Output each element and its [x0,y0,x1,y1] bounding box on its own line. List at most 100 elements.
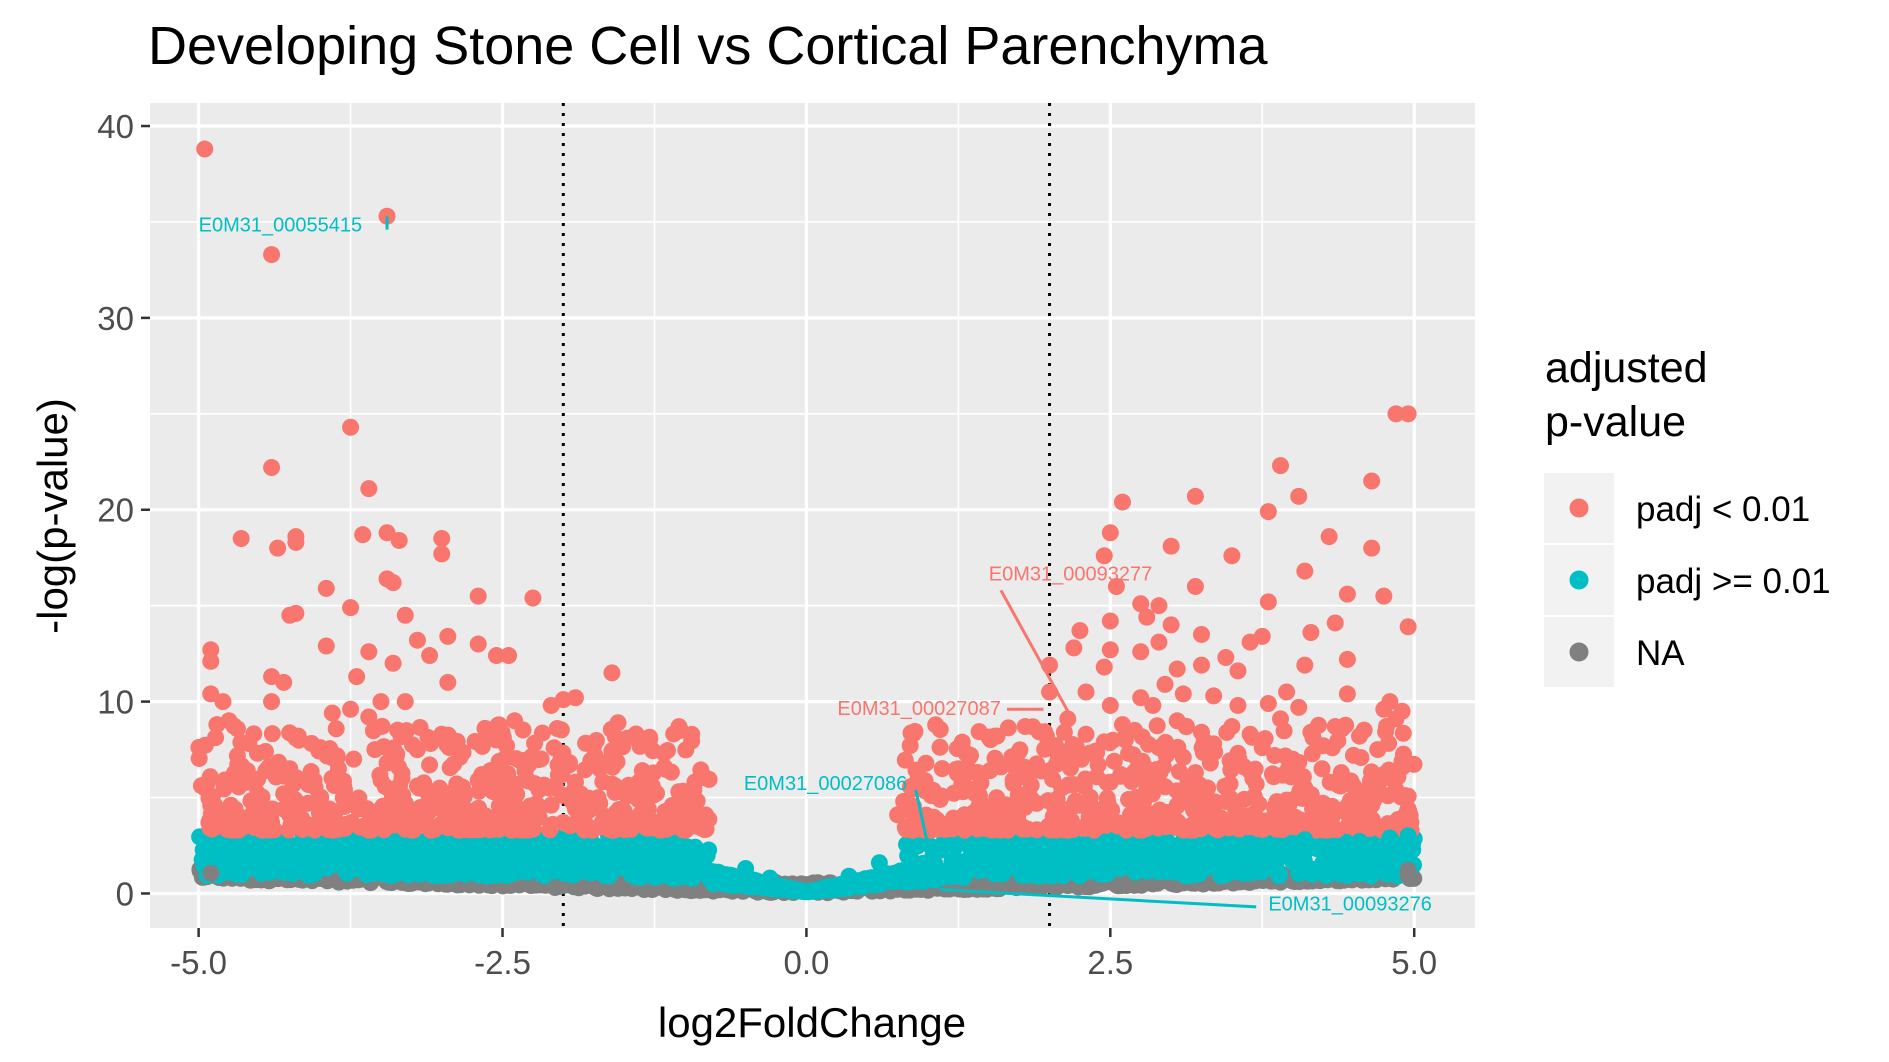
data-point [1150,739,1168,757]
data-point [451,748,469,766]
density-point-salmon [373,717,391,735]
data-point [1241,835,1259,853]
density-point-teal [508,863,526,881]
density-point-teal [1362,867,1380,885]
data-point [500,647,518,665]
data-point [1259,593,1277,611]
data-point [263,813,281,831]
density-point-salmon [1064,820,1082,838]
data-point [737,860,755,878]
data-point [542,796,560,814]
data-point [1296,562,1314,580]
data-point [1223,718,1241,736]
data-point [214,815,232,833]
data-point [1113,493,1131,511]
data-point [1363,796,1381,814]
density-point-salmon [526,734,544,752]
density-point-salmon [1028,821,1046,839]
density-point-salmon [422,821,440,839]
data-point [1192,656,1210,674]
data-point [396,606,414,624]
x-tick-label: 0.0 [783,944,829,981]
density-point-salmon [1148,717,1166,735]
data-point [1132,643,1150,661]
data-point [360,813,378,831]
data-point [913,773,931,791]
data-point [384,574,402,592]
data-point [1387,813,1405,831]
data-point [530,781,548,799]
data-point [1022,792,1040,810]
data-point [250,792,268,810]
data-point [974,796,992,814]
data-point [1150,597,1168,615]
data-point [506,815,524,833]
density-point-teal [893,866,911,884]
density-point-teal [799,883,817,901]
density-point-teal [396,861,414,879]
density-point-salmon [992,821,1010,839]
data-point [1235,758,1253,776]
data-point [1168,660,1186,678]
data-point [1344,746,1362,764]
data-point [1168,796,1186,814]
data-point [1010,742,1028,760]
density-point-teal [1397,841,1415,859]
density-point-salmon [619,729,637,747]
data-point [372,800,390,818]
data-point [1363,539,1381,557]
data-point [208,716,226,734]
density-point-teal [1141,842,1159,860]
data-point [1302,723,1320,741]
data-point [469,800,487,818]
density-point-teal [785,882,803,900]
data-point [633,762,651,780]
density-point-salmon [671,722,689,740]
data-point [1101,773,1119,791]
data-point [481,762,499,780]
data-point [1272,710,1290,728]
density-point-teal [931,838,949,856]
data-point [335,781,353,799]
density-point-salmon [638,819,656,837]
data-point [585,737,603,755]
data-point [342,700,360,718]
data-point [445,792,463,810]
density-point-teal [1052,858,1070,876]
data-point [305,771,323,789]
data-point [1077,725,1095,743]
data-point [1399,827,1417,845]
data-point [664,804,682,822]
data-point [1199,779,1217,797]
density-point-na [582,876,600,894]
data-point [348,668,366,686]
density-point-salmon [1363,811,1381,829]
data-point [1351,833,1369,851]
data-point [1247,775,1265,793]
density-point-teal [1107,834,1125,852]
data-point [317,637,335,655]
density-point-salmon [658,742,676,760]
data-point [1284,762,1302,780]
data-point [506,712,524,730]
data-point [232,530,250,548]
data-point [396,693,414,711]
density-point-salmon [190,749,208,767]
axes: -5.0 -2.5 0.0 2.5 5.0 0 10 20 30 40 [97,108,1437,981]
density-point-salmon [232,733,250,751]
data-point [1047,737,1065,755]
data-point [1095,733,1113,751]
density-point-salmon [389,721,407,739]
density-point-teal [816,879,834,897]
data-point [469,635,487,653]
data-point [469,771,487,789]
density-point-salmon [345,750,363,768]
density-point-salmon [215,776,233,794]
density-point-teal [1180,858,1198,876]
data-point [457,813,475,831]
density-point-teal [327,851,345,869]
data-point [275,785,293,803]
data-point [1296,813,1314,831]
density-point-salmon [1212,813,1230,831]
